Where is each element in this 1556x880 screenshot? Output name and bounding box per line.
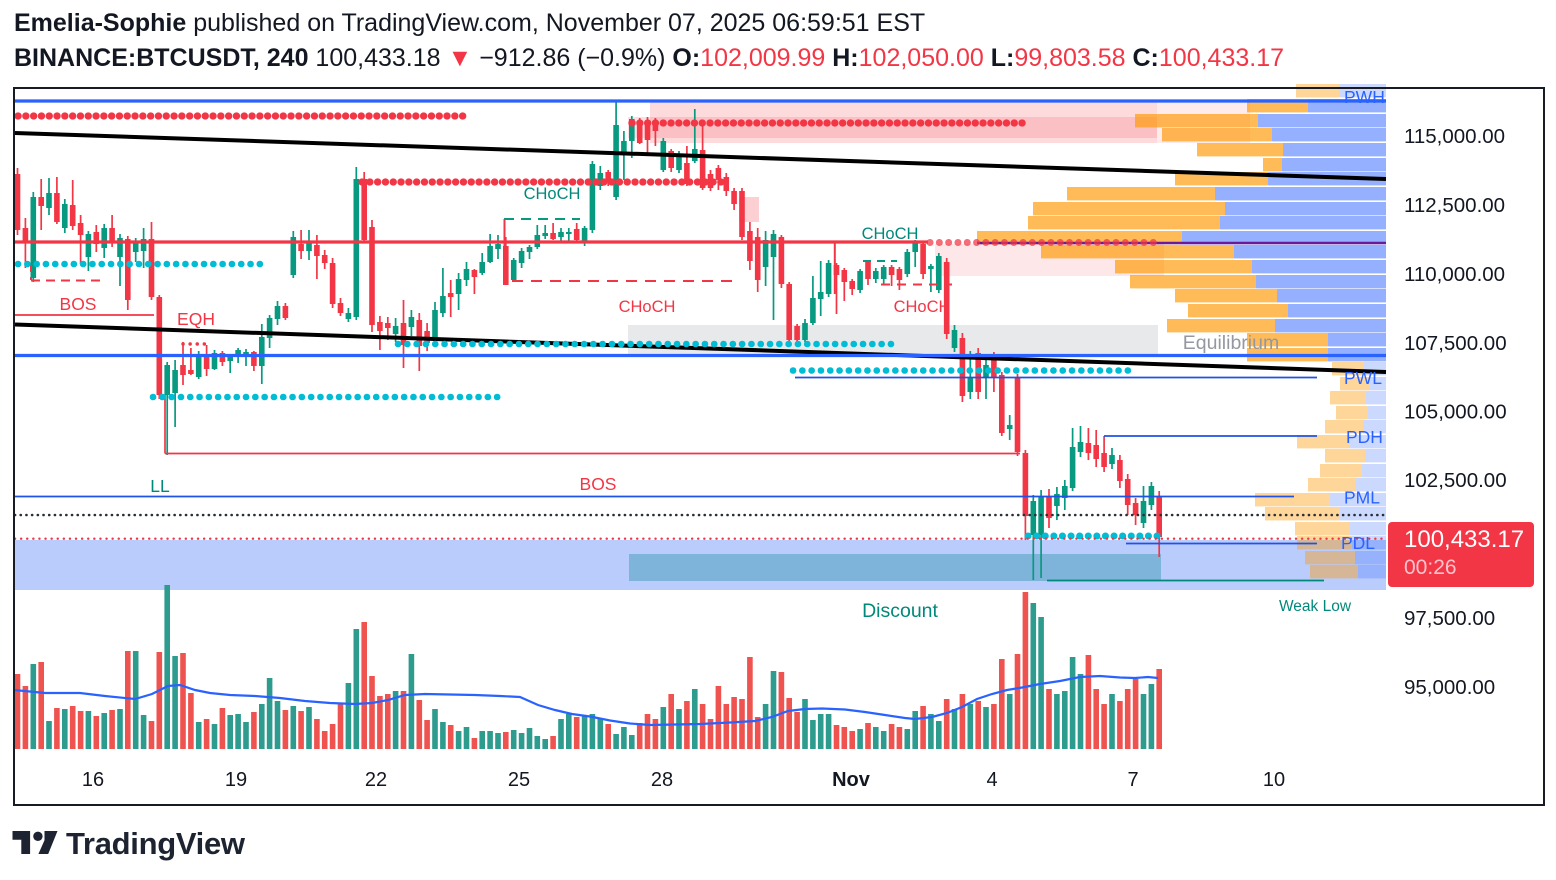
svg-text:Equilibrium: Equilibrium: [1183, 332, 1279, 354]
svg-text:BINANCE:BTCUSDT, 240 100,433.: BINANCE:BTCUSDT, 240 100,433.18 ▼ −912.8…: [14, 44, 1284, 72]
svg-text:102,500.00: 102,500.00: [1404, 469, 1507, 492]
svg-text:CHoCH: CHoCH: [524, 185, 581, 203]
svg-text:PDH: PDH: [1346, 427, 1383, 447]
svg-text:Nov: Nov: [832, 769, 871, 791]
svg-text:100,433.17: 100,433.17: [1404, 526, 1524, 553]
svg-text:105,000.00: 105,000.00: [1404, 401, 1507, 424]
svg-text:110,000.00: 110,000.00: [1404, 263, 1505, 286]
svg-text:97,500.00: 97,500.00: [1404, 607, 1495, 630]
svg-text:PWH: PWH: [1344, 87, 1385, 107]
svg-text:107,500.00: 107,500.00: [1404, 332, 1507, 355]
svg-text:10: 10: [1263, 769, 1285, 791]
svg-text:28: 28: [651, 769, 673, 791]
svg-text:CHoCH: CHoCH: [862, 225, 919, 243]
svg-text:BOS: BOS: [580, 474, 617, 494]
svg-text:115,000.00: 115,000.00: [1404, 125, 1505, 148]
svg-text:25: 25: [508, 769, 530, 791]
svg-text:TradingView: TradingView: [66, 826, 246, 861]
svg-text:PML: PML: [1344, 488, 1380, 508]
svg-text:Emelia-Sophie published on Tra: Emelia-Sophie published on TradingView.c…: [14, 9, 925, 37]
svg-text:PWL: PWL: [1344, 368, 1382, 388]
svg-text:22: 22: [365, 769, 387, 791]
svg-text:BOS: BOS: [60, 294, 97, 314]
svg-text:95,000.00: 95,000.00: [1404, 676, 1495, 699]
svg-text:Discount: Discount: [862, 600, 938, 622]
svg-text:PDL: PDL: [1341, 533, 1375, 553]
svg-text:LL: LL: [150, 476, 170, 496]
svg-text:00:26: 00:26: [1404, 556, 1457, 579]
svg-text:7: 7: [1127, 769, 1138, 791]
svg-text:19: 19: [225, 769, 247, 791]
svg-text:Weak Low: Weak Low: [1279, 598, 1352, 615]
svg-text:16: 16: [82, 769, 104, 791]
svg-text:112,500.00: 112,500.00: [1404, 194, 1505, 217]
svg-text:CHoCH: CHoCH: [894, 298, 951, 316]
svg-text:EQH: EQH: [177, 309, 215, 329]
svg-text:CHoCH: CHoCH: [619, 298, 676, 316]
svg-text:4: 4: [986, 769, 997, 791]
